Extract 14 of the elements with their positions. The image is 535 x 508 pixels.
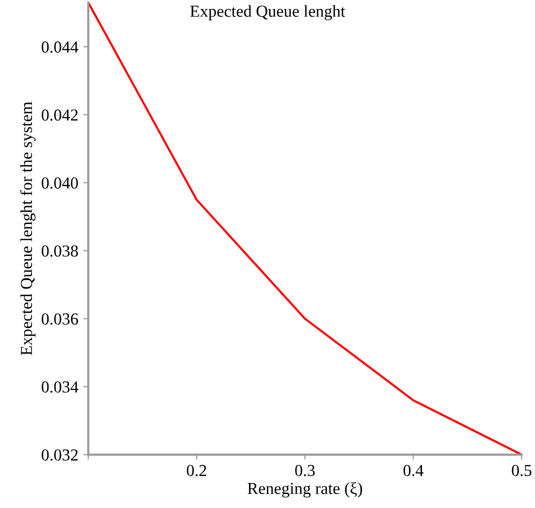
- chart-title: Expected Queue lenght: [190, 5, 346, 20]
- x-axis-title: Reneging rate (ξ): [248, 482, 362, 498]
- y-tick-label: 0.038: [42, 245, 78, 257]
- x-tick-label: 0.2: [186, 464, 206, 476]
- y-tick-label: 0.032: [42, 449, 78, 461]
- y-tick-label: 0.040: [42, 177, 78, 189]
- y-tick-label: 0.036: [42, 313, 78, 325]
- x-tick-label: 0.4: [404, 464, 424, 476]
- y-tick-label: 0.042: [42, 109, 78, 121]
- x-tick-label: 0.3: [295, 464, 315, 476]
- y-tick-label: 0.044: [42, 41, 78, 53]
- y-tick-label: 0.034: [42, 381, 78, 393]
- x-tick-label: 0.5: [512, 464, 532, 476]
- y-axis-title: Expected Queue lenght for the system: [20, 102, 36, 356]
